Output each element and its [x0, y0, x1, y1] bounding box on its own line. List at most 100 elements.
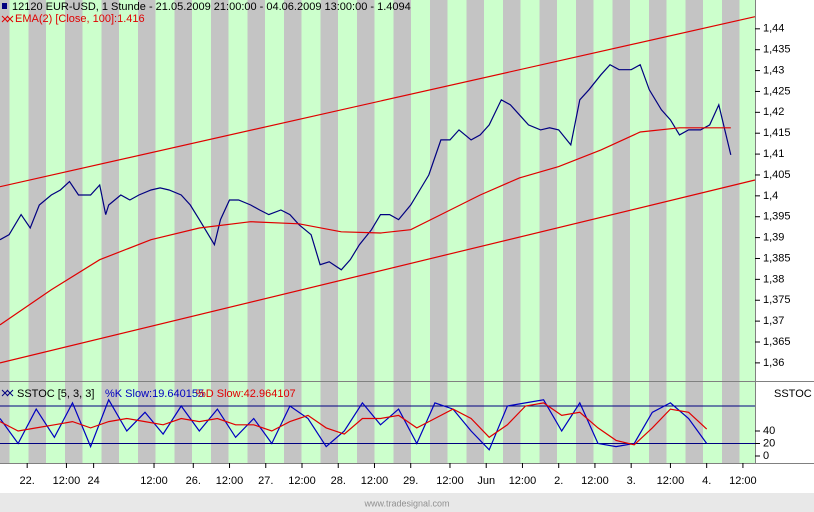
stripe: [612, 0, 630, 463]
series-line: [0, 179, 756, 364]
y-tick-label: 1,42: [763, 106, 784, 118]
stripe: [357, 0, 375, 463]
watermark: www.tradesignal.com: [363, 498, 449, 508]
legend-label: %D Slow:42.964107: [196, 388, 296, 400]
x-tick-label: 12:00: [581, 475, 609, 487]
stripe: [685, 0, 703, 463]
chart-title: SSTOC [5, 3, 3]: [17, 388, 94, 400]
stripe: [393, 0, 411, 463]
indicator-icon: [1, 15, 14, 23]
stripe: [155, 0, 175, 463]
x-tick-label: 28.: [331, 475, 346, 487]
x-tick-label: 24: [87, 475, 99, 487]
y-tick-label: 1,43: [763, 64, 784, 76]
y-tick-label: 1,375: [763, 294, 791, 306]
legend-label: EMA(2) [Close, 100]:1.416: [15, 13, 145, 25]
axis-panel: [755, 0, 814, 463]
y-tick-label: 1,41: [763, 148, 784, 160]
stripe: [119, 0, 138, 463]
y-tick-label: 0: [763, 450, 769, 462]
stripe: [374, 0, 394, 463]
session-stripes: [0, 0, 759, 463]
stripe: [46, 0, 65, 463]
y-tick-label: 1,395: [763, 211, 791, 223]
stripe: [228, 0, 248, 463]
stripe: [649, 0, 667, 463]
x-tick-label: 3.: [627, 475, 636, 487]
x-tick-label: 12:00: [53, 475, 81, 487]
stripe: [411, 0, 430, 463]
series-line: [0, 63, 732, 271]
stripe: [284, 0, 302, 463]
x-tick-label: 12:00: [729, 475, 757, 487]
y-tick-label: 1,37: [763, 315, 784, 327]
stripe: [320, 0, 338, 463]
y-tick-label: 1,425: [763, 85, 791, 97]
y-tick-label: 1,385: [763, 252, 791, 264]
y-tick-label: 1,39: [763, 232, 784, 244]
x-tick-label: 27.: [258, 475, 273, 487]
stripe: [28, 0, 46, 463]
y-tick-label: 1,405: [763, 169, 791, 181]
x-tick-label: 2.: [554, 475, 563, 487]
stripe: [539, 0, 557, 463]
stripe: [82, 0, 102, 463]
stripe: [520, 0, 540, 463]
axis-label: SSTOC: [774, 388, 812, 400]
stripe: [484, 0, 503, 463]
legend-label: %K Slow:19.640155: [105, 388, 204, 400]
x-tick-label: 12:00: [436, 475, 464, 487]
plot: 1,361,3651,371,3751,381,3851,391,3951,41…: [0, 16, 791, 487]
stripe: [9, 0, 29, 463]
x-tick-label: 12:00: [657, 475, 685, 487]
y-tick-label: 20: [763, 437, 775, 449]
stripe: [722, 0, 740, 463]
y-tick-label: 1,44: [763, 23, 784, 35]
x-tick-label: 12:00: [140, 475, 168, 487]
stripe: [301, 0, 321, 463]
x-tick-label: 12:00: [361, 475, 389, 487]
stripe: [138, 0, 156, 463]
stripe: [630, 0, 649, 463]
stripe: [576, 0, 594, 463]
stripe: [447, 0, 467, 463]
series-line: [0, 16, 756, 188]
x-tick-label: 4.: [702, 475, 711, 487]
stripe: [247, 0, 265, 463]
chart-title: 12120 EUR-USD, 1 Stunde - 21.05.2009 21:…: [12, 1, 411, 13]
stripe: [503, 0, 521, 463]
y-tick-label: 1,4: [763, 190, 778, 202]
y-tick-label: 40: [763, 425, 775, 437]
series-line: [0, 402, 708, 446]
x-tick-label: 22.: [20, 475, 35, 487]
series-line: [0, 398, 708, 451]
symbol-icon: [2, 3, 7, 9]
x-tick-label: 12:00: [216, 475, 244, 487]
series-line: [0, 127, 731, 326]
y-tick-label: 1,365: [763, 336, 791, 348]
stripe: [192, 0, 211, 463]
x-tick-label: 29.: [403, 475, 418, 487]
x-tick-label: Jun: [477, 475, 495, 487]
x-tick-label: 12:00: [509, 475, 537, 487]
stripe: [101, 0, 119, 463]
stripe: [593, 0, 613, 463]
stripe: [739, 0, 759, 463]
y-tick-label: 1,36: [763, 357, 784, 369]
stripe: [466, 0, 484, 463]
y-tick-label: 1,38: [763, 273, 784, 285]
stripe: [703, 0, 722, 463]
stripe: [666, 0, 686, 463]
stripe: [265, 0, 284, 463]
stripe: [65, 0, 83, 463]
stripe: [211, 0, 229, 463]
indicator-icon: [1, 389, 14, 397]
y-tick-label: 1,435: [763, 44, 791, 56]
x-axis-panel: [0, 463, 814, 493]
x-tick-label: 26.: [186, 475, 201, 487]
y-tick-label: 1,415: [763, 127, 791, 139]
x-tick-label: 12:00: [288, 475, 316, 487]
stripe: [557, 0, 576, 463]
stripe: [0, 0, 10, 463]
